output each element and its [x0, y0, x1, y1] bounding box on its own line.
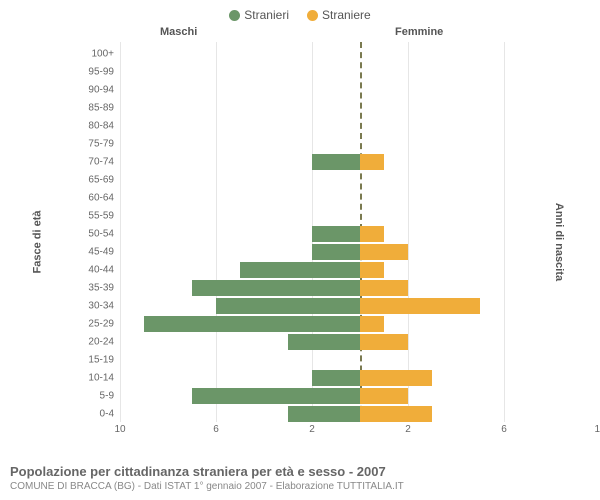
age-label: 90-94 [88, 84, 120, 95]
age-label: 0-4 [100, 408, 120, 419]
bar-female [360, 226, 384, 242]
age-label: 40-44 [88, 264, 120, 275]
bar-female [360, 262, 384, 278]
legend-male-label: Stranieri [244, 8, 289, 22]
age-label: 30-34 [88, 300, 120, 311]
age-label: 25-29 [88, 318, 120, 329]
age-row: 10-141992-1996 [120, 370, 600, 386]
y-axis-title-left: Fasce di età [31, 211, 43, 274]
age-row: 80-841922-1926 [120, 118, 600, 134]
age-label: 60-64 [88, 192, 120, 203]
legend-item-male: Stranieri [229, 8, 289, 22]
header-females: Femmine [395, 26, 443, 38]
age-row: 5-91997-2001 [120, 388, 600, 404]
bar-male [216, 298, 360, 314]
bar-male [192, 280, 360, 296]
bar-male [192, 388, 360, 404]
bar-female [360, 154, 384, 170]
bar-female [360, 388, 408, 404]
age-row: 0-42002-2006 [120, 406, 600, 422]
age-label: 55-59 [88, 210, 120, 221]
legend-female-label: Straniere [322, 8, 371, 22]
bar-male [312, 154, 360, 170]
age-row: 70-741932-1936 [120, 154, 600, 170]
bar-male [312, 370, 360, 386]
x-tick-label: 6 [501, 424, 507, 435]
age-row: 90-941912-1916 [120, 82, 600, 98]
bar-male [240, 262, 360, 278]
bar-female [360, 316, 384, 332]
x-tick-label: 10 [594, 424, 600, 435]
bar-female [360, 370, 432, 386]
age-row: 15-191987-1991 [120, 352, 600, 368]
footer: Popolazione per cittadinanza straniera p… [10, 464, 404, 492]
age-row: 50-541952-1956 [120, 226, 600, 242]
bar-male [312, 226, 360, 242]
bar-male [288, 406, 360, 422]
age-label: 85-89 [88, 102, 120, 113]
age-row: 65-691937-1941 [120, 172, 600, 188]
age-row: 55-591947-1951 [120, 208, 600, 224]
age-row: 35-391967-1971 [120, 280, 600, 296]
age-label: 20-24 [88, 336, 120, 347]
bar-male [312, 244, 360, 260]
legend: Stranieri Straniere [0, 0, 600, 26]
age-row: 40-441962-1966 [120, 262, 600, 278]
pyramid-plot: 100+≤ 1906 95-991907-1911 90-941912-1916 85… [120, 42, 600, 422]
bar-female [360, 406, 432, 422]
x-tick-label: 2 [309, 424, 315, 435]
age-label: 100+ [91, 48, 120, 59]
x-tick-label: 6 [213, 424, 219, 435]
age-label: 80-84 [88, 120, 120, 131]
age-row: 60-641942-1946 [120, 190, 600, 206]
header-males: Maschi [160, 26, 197, 38]
age-label: 75-79 [88, 138, 120, 149]
column-headers: Maschi Femmine [0, 26, 600, 42]
age-label: 50-54 [88, 228, 120, 239]
bar-female [360, 334, 408, 350]
age-row: 20-241982-1986 [120, 334, 600, 350]
bar-male [144, 316, 360, 332]
bar-female [360, 298, 480, 314]
age-row: 85-891917-1921 [120, 100, 600, 116]
age-label: 95-99 [88, 66, 120, 77]
x-tick-label: 2 [405, 424, 411, 435]
age-label: 15-19 [88, 354, 120, 365]
age-row: 100+≤ 1906 [120, 46, 600, 62]
age-label: 10-14 [88, 372, 120, 383]
age-label: 45-49 [88, 246, 120, 257]
age-row: 30-341972-1976 [120, 298, 600, 314]
age-label: 5-9 [100, 390, 120, 401]
chart-subtitle: COMUNE DI BRACCA (BG) - Dati ISTAT 1° ge… [10, 481, 404, 492]
legend-item-female: Straniere [307, 8, 371, 22]
bar-female [360, 280, 408, 296]
age-label: 35-39 [88, 282, 120, 293]
female-swatch [307, 10, 318, 21]
bar-male [288, 334, 360, 350]
age-row: 25-291977-1981 [120, 316, 600, 332]
age-label: 65-69 [88, 174, 120, 185]
age-label: 70-74 [88, 156, 120, 167]
male-swatch [229, 10, 240, 21]
age-row: 75-791927-1931 [120, 136, 600, 152]
age-row: 45-491957-1961 [120, 244, 600, 260]
x-tick-label: 10 [114, 424, 125, 435]
chart-title: Popolazione per cittadinanza straniera p… [10, 464, 404, 479]
age-row: 95-991907-1911 [120, 64, 600, 80]
bar-female [360, 244, 408, 260]
y-axis-title-right: Anni di nascita [553, 203, 565, 281]
